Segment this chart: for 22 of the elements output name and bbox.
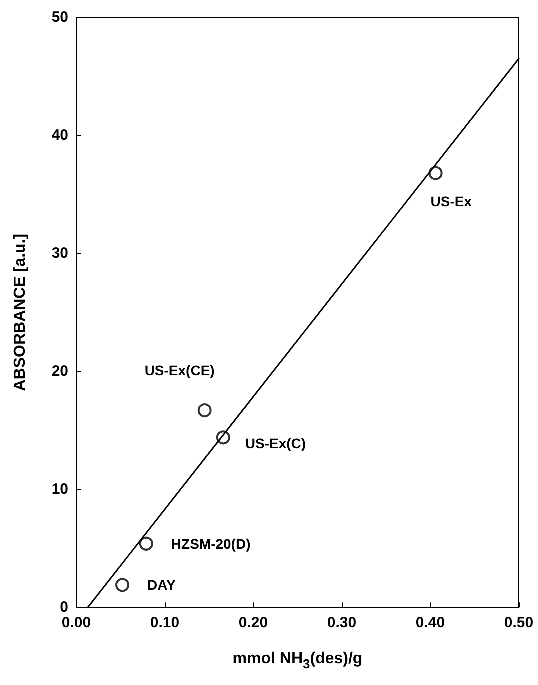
annotation: US-Ex(C) [245,436,306,452]
x-tick-label: 0.20 [238,614,268,632]
annotation: DAY [148,577,176,594]
point [198,404,212,418]
point [116,578,130,592]
annotation: HZSM-20(D) [171,536,251,552]
y-tick-label: 30 [52,245,68,262]
point [428,166,443,180]
y-tick-label: 20 [52,363,68,380]
annotation: US-Ex(CE) [144,362,215,379]
y-tick-label: 50 [52,9,68,26]
y-tick-label: 40 [52,127,68,144]
x-tick-label: 0.40 [416,614,446,632]
y-tick-label: 0 [60,599,68,616]
x-tick-label: 0.00 [62,614,92,632]
point [139,536,154,551]
x-tick-label: 0.10 [150,614,180,632]
x-tick-label: 0.50 [504,614,534,632]
y-tick-label: 10 [52,481,68,498]
y-axis-title: ABSORBANCE [a.u.] [12,234,29,392]
x-tick-label: 0.30 [327,614,357,632]
annotation: US-Ex [430,193,472,210]
